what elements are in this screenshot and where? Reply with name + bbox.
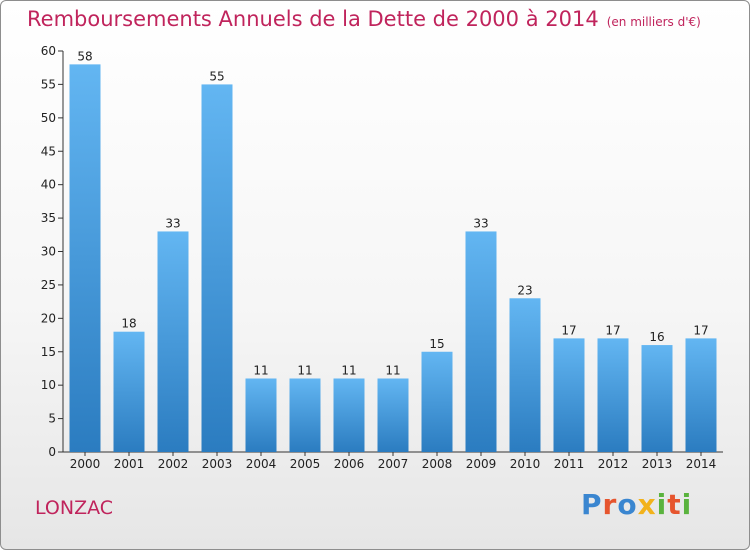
data-label: 11 [297,363,312,377]
y-tick-label: 45 [41,144,56,158]
y-tick-label: 50 [41,111,56,125]
x-tick-label: 2012 [598,457,629,471]
data-label: 18 [121,317,136,331]
brand-letter: i [656,488,668,521]
bar-2000 [69,64,101,452]
y-tick-label: 55 [41,77,56,91]
x-tick-label: 2000 [70,457,101,471]
bar-2005 [289,378,321,452]
data-label: 16 [649,330,664,344]
x-tick-label: 2006 [334,457,365,471]
title-text: Remboursements Annuels de la Dette de 20… [27,7,599,31]
bar-2003 [201,84,233,453]
data-label: 33 [165,216,180,230]
data-label: 55 [209,69,224,83]
data-label: 33 [473,216,488,230]
axes: 0 5 10 15 20 25 30 35 40 45 50 55 60 2000 2001 2002 2003… [41,44,723,471]
data-label: 58 [77,49,92,63]
data-label: 15 [429,337,444,351]
y-tick-label: 10 [41,378,56,392]
brand-letter: o [617,488,638,521]
bar-2006 [333,378,365,452]
bar-2008 [421,351,453,452]
x-tick-label: 2014 [686,457,717,471]
x-tick-label: 2010 [510,457,541,471]
unit-text: (en milliers d'€) [606,15,701,29]
bar-2004 [245,378,277,452]
x-tick-label: 2009 [466,457,497,471]
x-tick-label: 2013 [642,457,673,471]
x-tick-label: 2008 [422,457,453,471]
data-label: 11 [385,363,400,377]
bar-2012 [597,338,629,452]
x-tick-label: 2003 [202,457,233,471]
y-tick-label: 25 [41,278,56,292]
bar-2002 [157,231,189,452]
y-tick-label: 60 [41,44,56,58]
x-tick-label: 2002 [158,457,189,471]
x-tick-label: 2011 [554,457,585,471]
bars: 58 18 33 55 11 11 11 11 15 33 23 17 17 16 17 [69,49,717,453]
bar-2014 [685,338,717,452]
bar-2010 [509,298,541,452]
data-label: 17 [693,323,708,337]
commune-name: LONZAC [35,497,114,519]
data-label: 17 [561,323,576,337]
bar-2011 [553,338,585,452]
brand-logo: Proxiti [581,488,692,521]
y-tick-label: 20 [41,311,56,325]
y-tick-label: 0 [48,445,56,459]
bar-2009 [465,231,497,452]
data-label: 17 [605,323,620,337]
brand-letter: r [602,488,618,521]
brand-letter: i [681,488,693,521]
brand-letter: x [637,488,657,521]
y-tick-label: 30 [41,245,56,259]
bar-2001 [113,331,145,452]
brand-letter: P [581,488,603,521]
chart-title: Remboursements Annuels de la Dette de 20… [27,7,701,31]
x-tick-label: 2005 [290,457,321,471]
data-label: 23 [517,283,532,297]
x-tick-label: 2001 [114,457,145,471]
data-label: 11 [341,363,356,377]
y-tick-label: 35 [41,211,56,225]
brand-letter: t [667,488,682,521]
y-tick-label: 40 [41,178,56,192]
x-tick-label: 2004 [246,457,277,471]
y-tick-label: 5 [48,412,56,426]
data-label: 11 [253,363,268,377]
y-tick-label: 15 [41,345,56,359]
x-tick-label: 2007 [378,457,409,471]
bar-2013 [641,345,673,452]
bar-2007 [377,378,409,452]
